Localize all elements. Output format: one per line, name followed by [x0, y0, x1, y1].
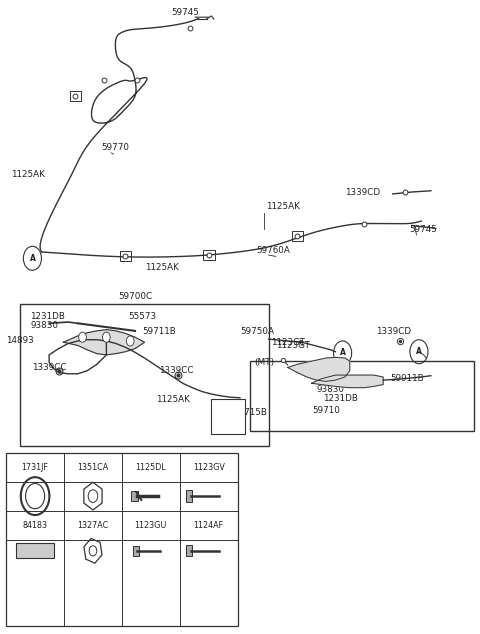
Text: 1125AK: 1125AK	[266, 202, 300, 211]
Text: 59770: 59770	[102, 143, 130, 152]
Polygon shape	[288, 358, 350, 382]
Bar	[250, 361, 474, 430]
Text: 14893: 14893	[6, 337, 34, 346]
Polygon shape	[312, 375, 383, 388]
Bar	[203, 250, 215, 260]
Text: (MT): (MT)	[254, 358, 275, 368]
Text: 1339CC: 1339CC	[33, 363, 67, 372]
Bar	[211, 399, 245, 434]
Text: 1123GV: 1123GV	[193, 463, 225, 472]
Text: 93830: 93830	[316, 385, 344, 394]
Text: 59715B: 59715B	[233, 408, 267, 417]
Text: 84183: 84183	[23, 521, 48, 529]
Bar	[70, 91, 81, 101]
Text: 59760A: 59760A	[257, 246, 290, 255]
Text: A: A	[340, 349, 346, 358]
Text: A: A	[416, 347, 422, 356]
Circle shape	[103, 332, 110, 342]
Text: 1231DB: 1231DB	[30, 312, 65, 321]
Text: 1731JF: 1731JF	[22, 463, 48, 472]
Text: 59745: 59745	[409, 224, 437, 234]
Text: 59750A: 59750A	[240, 327, 274, 336]
Text: 93830: 93830	[30, 321, 58, 330]
Text: 1351CA: 1351CA	[77, 463, 108, 472]
Circle shape	[79, 332, 86, 342]
Circle shape	[126, 336, 134, 346]
Text: 1125AK: 1125AK	[156, 395, 191, 404]
Text: 1125AK: 1125AK	[144, 262, 179, 271]
Text: 59745: 59745	[171, 8, 199, 17]
Text: 55573: 55573	[128, 312, 156, 321]
Bar	[131, 491, 138, 501]
Text: 1339CC: 1339CC	[159, 366, 193, 375]
Text: 1124AF: 1124AF	[193, 521, 224, 529]
Text: 59911B: 59911B	[390, 374, 424, 384]
Text: 1125AK: 1125AK	[11, 171, 45, 179]
Text: 1125DL: 1125DL	[135, 463, 166, 472]
Polygon shape	[63, 330, 144, 355]
Text: A: A	[29, 254, 36, 263]
Bar	[132, 546, 139, 556]
Text: 1123GT: 1123GT	[276, 342, 310, 351]
Text: 1123GT: 1123GT	[271, 338, 305, 347]
Bar	[120, 251, 131, 261]
Text: 59711B: 59711B	[142, 327, 176, 336]
Bar	[16, 543, 54, 559]
Text: 1339CD: 1339CD	[376, 327, 411, 336]
Bar	[291, 231, 303, 242]
Text: 59710: 59710	[312, 406, 340, 415]
Text: 1231DB: 1231DB	[324, 394, 359, 403]
Text: 1339CD: 1339CD	[345, 188, 380, 197]
Text: 59700C: 59700C	[118, 292, 153, 301]
Bar	[186, 491, 192, 501]
Bar	[21, 304, 269, 446]
Text: 1123GU: 1123GU	[134, 521, 167, 529]
Text: 1327AC: 1327AC	[77, 521, 108, 529]
Bar	[6, 453, 238, 626]
Bar	[186, 545, 192, 557]
